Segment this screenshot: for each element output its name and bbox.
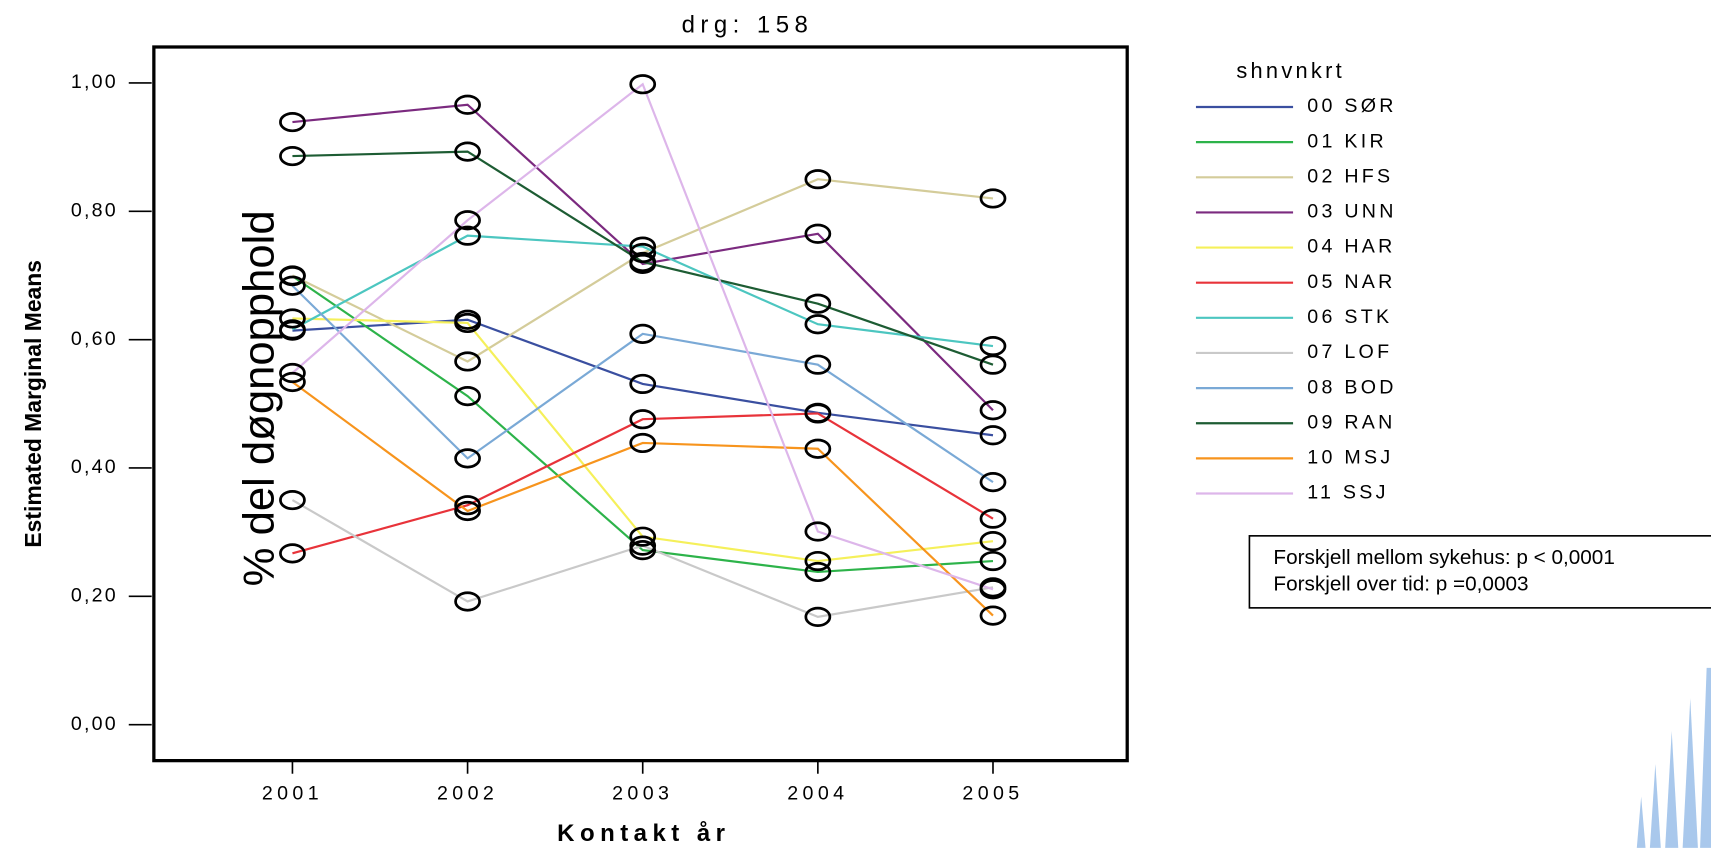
x-axis-label: Kontakt år (557, 820, 730, 847)
y-tick-label: 0,80 (71, 199, 118, 221)
y-tick-label: 0,00 (71, 713, 118, 735)
point-marker (454, 210, 481, 231)
series-line (291, 82, 994, 591)
legend-label: 10 MSJ (1307, 447, 1393, 469)
series-line (291, 284, 994, 484)
point-marker (629, 323, 657, 344)
point-marker (279, 543, 306, 564)
legend-label: 09 RAN (1307, 411, 1395, 433)
legend-label: 02 HFS (1307, 165, 1393, 187)
point-marker (804, 293, 832, 314)
series-line (291, 381, 994, 617)
point-marker (979, 605, 1007, 626)
point-marker (454, 225, 481, 246)
point-marker (804, 354, 832, 375)
stats-box (1248, 535, 1711, 609)
legend-label: 03 UNN (1307, 201, 1396, 223)
point-marker (629, 409, 657, 430)
legend-label: 05 NAR (1307, 271, 1395, 293)
chart-title: drg: 158 (682, 12, 814, 39)
point-marker (979, 550, 1007, 572)
point-marker (454, 448, 481, 469)
series-line (292, 412, 994, 555)
point-marker (454, 495, 481, 516)
point-marker (804, 403, 832, 424)
point-marker (279, 111, 306, 133)
point-marker (804, 314, 832, 335)
point-marker (454, 386, 481, 407)
annotation: % del døgnopphold (234, 210, 283, 586)
point-marker (979, 425, 1007, 446)
y-tick-label: 0,60 (71, 328, 118, 350)
point-marker (454, 312, 481, 334)
legend-label: 04 HAR (1307, 236, 1395, 258)
point-marker (979, 354, 1007, 375)
point-marker (279, 265, 306, 286)
x-tick-label: 2003 (612, 783, 673, 805)
x-tick-label: 2004 (787, 783, 848, 805)
legend-label: 07 LOF (1307, 341, 1392, 363)
stats-text: Forskjell over tid: p =0,0003 (1273, 572, 1528, 595)
x-tick-label: 2001 (262, 783, 323, 805)
point-marker (979, 400, 1007, 421)
point-marker (629, 535, 657, 556)
point-marker (804, 550, 832, 572)
x-tick-label: 2002 (437, 783, 498, 805)
point-marker (454, 500, 481, 522)
point-marker (629, 526, 657, 547)
series-line (291, 275, 994, 574)
point-marker (979, 531, 1007, 552)
point-marker (804, 169, 832, 190)
legend-label: 00 SØR (1307, 95, 1396, 117)
point-marker (279, 362, 306, 384)
point-marker (804, 521, 832, 542)
point-marker (279, 275, 306, 296)
point-marker (629, 236, 657, 257)
point-marker (279, 145, 306, 167)
series-line (291, 234, 994, 348)
series-line (292, 318, 994, 437)
y-tick-label: 1,00 (71, 71, 118, 93)
legend-label: 01 KIR (1307, 130, 1387, 152)
legend-label: 06 STK (1307, 306, 1392, 328)
point-marker (804, 606, 832, 627)
point-marker (979, 188, 1007, 209)
y-tick-label: 0,40 (71, 456, 118, 478)
legend-title: shnvnkrt (1236, 58, 1345, 83)
point-marker (629, 432, 657, 454)
point-marker (979, 472, 1007, 493)
point-marker (629, 251, 657, 273)
legend-label: 08 BOD (1307, 376, 1396, 398)
stats-text: Forskjell mellom sykehus: p < 0,0001 (1273, 546, 1614, 569)
point-marker (629, 242, 657, 264)
point-marker (279, 371, 306, 393)
point-marker (454, 591, 481, 612)
point-marker (454, 141, 481, 162)
series-line (292, 103, 994, 411)
point-marker (979, 508, 1007, 529)
point-marker (804, 223, 832, 244)
point-marker (454, 94, 481, 115)
legend-label: 11 SSJ (1307, 482, 1388, 504)
plot-frame (152, 45, 1129, 763)
point-marker (629, 74, 657, 95)
point-marker (279, 489, 306, 511)
logo (1636, 667, 1711, 848)
point-marker (454, 351, 481, 372)
point-marker (279, 319, 306, 340)
y-tick-label: 0,20 (71, 585, 118, 607)
x-tick-label: 2005 (962, 783, 1023, 805)
point-marker (279, 308, 306, 329)
point-marker (804, 561, 832, 583)
point-marker (979, 579, 1007, 600)
y-axis-label: Estimated Marginal Means (20, 260, 46, 548)
point-marker (629, 373, 657, 395)
point-marker (804, 438, 832, 459)
